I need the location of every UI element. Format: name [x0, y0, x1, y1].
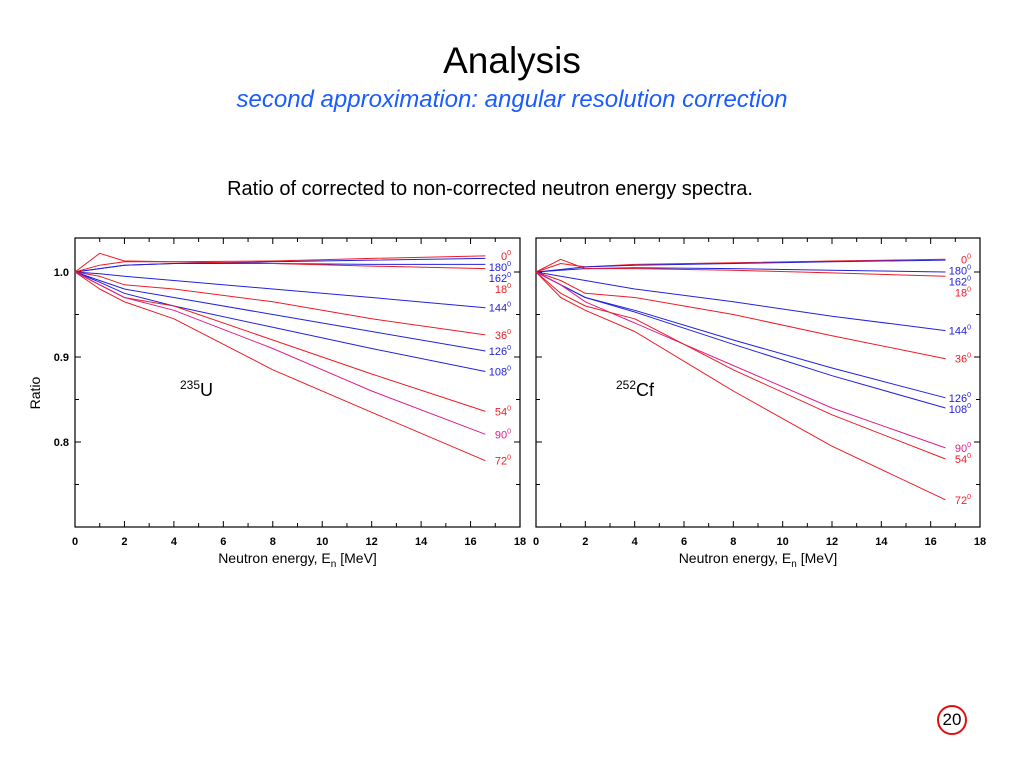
series-label-180deg: 1800: [949, 264, 971, 277]
series-line-162deg: [535, 267, 946, 273]
series-label-54deg: 540: [495, 405, 511, 418]
series-line-126deg: [535, 271, 946, 399]
series-label-36deg: 360: [955, 353, 971, 366]
series-line-126deg: [74, 271, 486, 352]
series-line-90deg: [535, 271, 946, 449]
series-label-162deg: 1620: [489, 272, 511, 285]
x-tick-label: 18: [974, 536, 986, 548]
x-tick-label: 8: [270, 536, 276, 548]
series-line-54deg: [74, 271, 486, 412]
x-tick-label: 14: [875, 536, 888, 548]
slide-subtitle: second approximation: angular resolution…: [236, 86, 788, 113]
series-label-126deg: 1260: [489, 345, 511, 358]
series-line-108deg: [535, 271, 946, 409]
x-tick-label: 2: [582, 536, 588, 548]
series-label-72deg: 720: [495, 455, 511, 468]
series-label-90deg: 900: [495, 428, 511, 441]
x-tick-label: 6: [681, 536, 687, 548]
x-tick-label: 8: [730, 536, 736, 548]
plot-frame: [74, 237, 521, 528]
x-axis-label: Neutron energy, En [MeV]: [218, 550, 377, 570]
series-line-36deg: [74, 271, 486, 336]
x-tick-label: 18: [514, 536, 526, 548]
x-tick-label: 10: [777, 536, 789, 548]
series-line-72deg: [535, 271, 946, 501]
series-label-108deg: 1080: [489, 365, 511, 378]
x-tick-label: 4: [632, 536, 639, 548]
chart-252Cf: 0 2 4 6 8 10 12 14 16 18 Neutron energy, En [MeV] 2…: [533, 237, 986, 570]
series-line-180deg: [535, 259, 946, 273]
series-label-18deg: 180: [495, 283, 511, 296]
slide-title: Analysis: [443, 40, 581, 81]
x-tick-label: 6: [220, 536, 226, 548]
series-label-0deg: 00: [961, 253, 971, 266]
isotope-label: 235U: [180, 378, 213, 400]
x-tick-label: 16: [464, 536, 476, 548]
x-tick-label: 12: [366, 536, 378, 548]
series-label-72deg: 720: [955, 494, 971, 507]
plot-frame: [535, 237, 981, 528]
x-tick-label: 10: [316, 536, 328, 548]
series-line-18deg: [74, 261, 486, 273]
series-label-144deg: 1440: [489, 302, 511, 315]
series-label-54deg: 540: [955, 453, 971, 466]
series-line-162deg: [74, 263, 486, 273]
y-tick-label: 0.8: [54, 437, 69, 449]
series-label-144deg: 1440: [949, 325, 971, 338]
x-tick-label: 0: [72, 536, 78, 548]
series-label-180deg: 1800: [489, 261, 511, 274]
y-axis-label: Ratio: [27, 376, 43, 409]
series-label-126deg: 1260: [949, 392, 971, 405]
chart-heading: Ratio of corrected to non-corrected neut…: [227, 178, 753, 200]
x-axis-label: Neutron energy, En [MeV]: [679, 550, 838, 570]
page-number: 20: [937, 705, 967, 735]
series-label-0deg: 00: [501, 250, 511, 263]
x-tick-label: 2: [121, 536, 127, 548]
series-line-0deg: [74, 252, 486, 273]
x-tick-label: 12: [826, 536, 838, 548]
series-line-0deg: [535, 258, 946, 273]
isotope-label: 252Cf: [616, 378, 655, 400]
chart-235U: 0 2 4 6 8 10 12 14 16 18 1.0 0.9 0.8 Ratio Neutron ene…: [27, 237, 526, 570]
series-line-144deg: [535, 271, 946, 332]
series-label-18deg: 180: [955, 286, 971, 299]
series-line-36deg: [535, 271, 946, 360]
x-tick-label: 16: [925, 536, 937, 548]
series-line-54deg: [535, 271, 946, 460]
series-line-144deg: [74, 271, 486, 309]
series-label-90deg: 900: [955, 442, 971, 455]
series-label-108deg: 1080: [949, 403, 971, 416]
series-line-18deg: [535, 258, 946, 277]
series-line-108deg: [74, 271, 486, 372]
x-tick-label: 4: [171, 536, 178, 548]
series-line-90deg: [74, 271, 486, 435]
series-label-36deg: 360: [495, 329, 511, 342]
x-tick-label: 0: [533, 536, 539, 548]
series-line-72deg: [74, 271, 486, 462]
x-tick-label: 14: [415, 536, 428, 548]
series-label-162deg: 1620: [949, 275, 971, 288]
y-tick-label: 0.9: [54, 352, 69, 364]
y-tick-label: 1.0: [54, 267, 69, 279]
